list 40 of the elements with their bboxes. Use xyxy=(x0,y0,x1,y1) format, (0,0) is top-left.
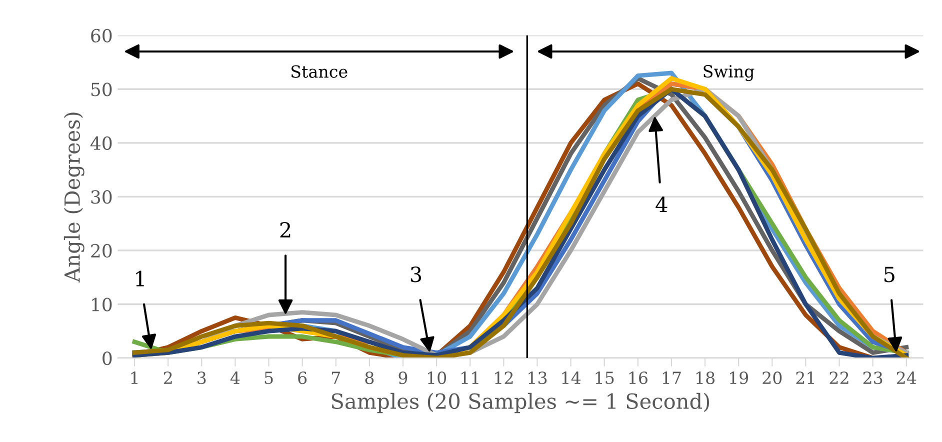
x-tick-label: 11 xyxy=(462,372,478,384)
x-tick-label: 13 xyxy=(528,372,547,384)
x-tick-label: 10 xyxy=(428,372,446,384)
x-tick-label: 19 xyxy=(730,372,748,384)
x-tick-label: 16 xyxy=(629,372,648,384)
x-tick-label: 5 xyxy=(264,372,273,384)
annotation: 3 xyxy=(410,266,422,282)
x-tick-label: 14 xyxy=(562,372,581,384)
annotation: 5 xyxy=(884,266,894,282)
x-tick-label: 12 xyxy=(495,372,513,384)
annotation: 4 xyxy=(656,196,668,212)
x-tick-label: 3 xyxy=(198,372,206,384)
y-axis-title: Angle (Degrees) xyxy=(64,112,84,282)
y-tick-label: 50 xyxy=(91,82,112,96)
x-tick-label: 24 xyxy=(896,372,916,384)
x-tick-label: 22 xyxy=(830,372,848,384)
x-tick-label: 2 xyxy=(164,372,172,384)
x-tick-label: 4 xyxy=(230,372,240,384)
annotation: 2 xyxy=(280,222,290,238)
x-tick-label: 21 xyxy=(796,372,814,384)
y-tick-label: 20 xyxy=(91,244,112,258)
x-tick-label: 15 xyxy=(596,372,614,384)
x-tick-label: 7 xyxy=(332,372,340,384)
x-tick-label: 8 xyxy=(365,372,374,384)
x-tick-label: 23 xyxy=(863,372,882,384)
x-tick-label: 9 xyxy=(398,372,408,384)
annotation: 1 xyxy=(136,270,144,286)
x-tick-label: 17 xyxy=(662,372,681,384)
x-tick-label: 18 xyxy=(696,372,715,384)
x-axis-title: Samples (20 Samples ~= 1 Second) xyxy=(332,392,710,414)
x-tick-label: 20 xyxy=(762,372,782,384)
y-tick-label: 0 xyxy=(102,351,112,366)
x-tick-label: 1 xyxy=(131,372,138,384)
y-tick-label: 30 xyxy=(91,190,112,204)
annotation: Swing xyxy=(704,64,754,82)
y-tick-label: 40 xyxy=(90,136,112,150)
annotation: Stance xyxy=(292,65,348,78)
x-tick-label: 6 xyxy=(298,372,307,384)
y-tick-label: 10 xyxy=(92,298,112,312)
y-tick-label: 60 xyxy=(91,28,112,42)
